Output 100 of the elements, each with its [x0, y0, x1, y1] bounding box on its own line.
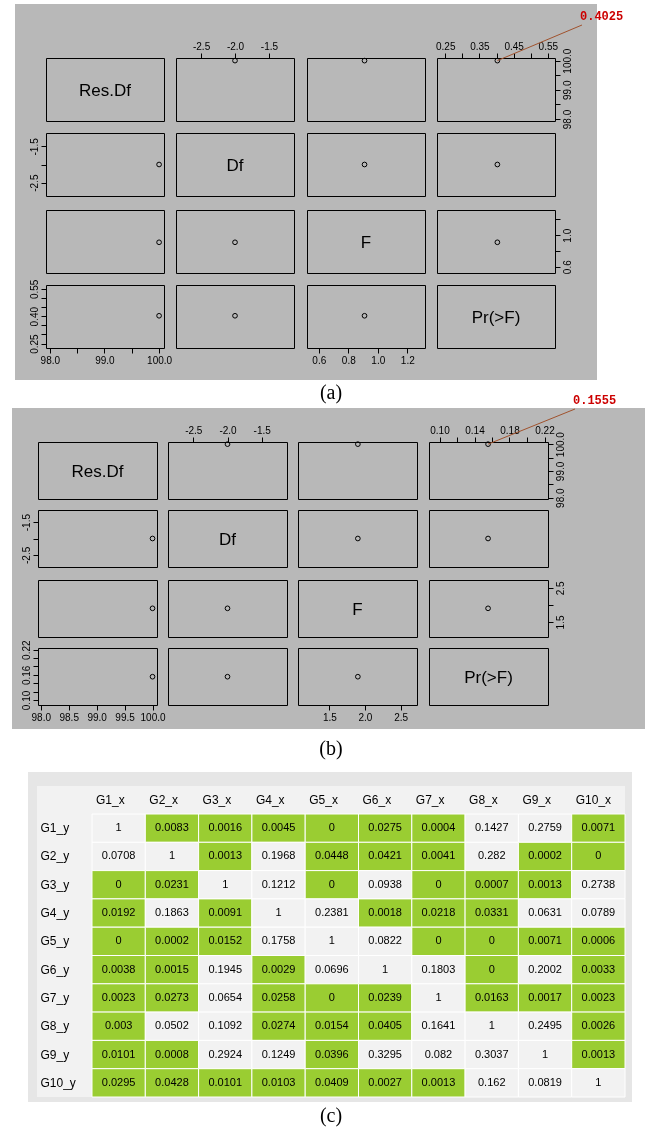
data-label: 0.0654 — [208, 990, 243, 1003]
data-label: 0.0231 — [155, 877, 189, 890]
text: Df — [219, 529, 237, 549]
data-label: 0.0163 — [474, 990, 509, 1003]
x-tick-label: 100.0 — [147, 354, 173, 366]
data-label: 0.0273 — [155, 990, 189, 1003]
data-label: 0 — [488, 934, 495, 947]
y-tick-label: 0.22 — [20, 640, 32, 660]
x-tick-label: 0.14 — [465, 424, 486, 436]
data-label: 0.0708 — [101, 849, 136, 862]
data-label: 0.0006 — [581, 934, 616, 947]
data-label: 0.2924 — [208, 1047, 243, 1060]
x-tick-label: 0.10 — [430, 424, 451, 436]
data-label: 0.0396 — [315, 1047, 349, 1060]
data-label: 0.0448 — [315, 849, 349, 862]
data-label: 0.0045 — [261, 821, 296, 834]
data-label: 0.1092 — [208, 1019, 243, 1032]
data-label: 0.0819 — [528, 1075, 562, 1088]
text: (c) — [318, 1104, 344, 1127]
x-tick-label: 99.0 — [95, 354, 116, 366]
data-label: 0.0696 — [315, 962, 349, 975]
data-label: 0.0029 — [261, 962, 296, 975]
y-tick-label: 1.0 — [561, 228, 573, 243]
data-label: 0.0071 — [581, 821, 616, 834]
data-label: 1 — [435, 990, 442, 1003]
data-label: 0.0258 — [261, 990, 296, 1003]
y-tick-label: G3_y — [40, 877, 70, 892]
x-tick-label: 0.6 — [312, 354, 327, 366]
y-tick-label: 99.0 — [561, 80, 573, 101]
data-label: 0 — [328, 990, 335, 1003]
data-label: 0.1249 — [261, 1047, 296, 1060]
y-tick-label: G6_y — [40, 962, 70, 977]
data-label: 0 — [328, 821, 335, 834]
x-tick-label: 1.5 — [322, 711, 338, 723]
y-tick-label: 1.5 — [554, 615, 566, 630]
x-tick-label: G7_x — [415, 792, 445, 807]
x-tick-label: -1.5 — [260, 40, 279, 52]
y-tick-label: G5_y — [40, 934, 70, 949]
x-tick-label: G10_x — [575, 792, 612, 807]
text: Pr(>F) — [464, 667, 513, 687]
data-label: 0.0101 — [208, 1075, 243, 1088]
data-label: 0.0218 — [421, 906, 456, 919]
data-label: 0 — [435, 934, 442, 947]
data-label: 0.0631 — [528, 906, 562, 919]
y-tick-label: G2_y — [40, 849, 70, 864]
data-label: 1 — [275, 906, 282, 919]
data-label: 0.0007 — [474, 877, 509, 890]
data-label: 0.0091 — [208, 906, 243, 919]
data-label: 0 — [115, 877, 122, 890]
data-label: 0.1803 — [421, 962, 456, 975]
x-tick-label: -2.5 — [185, 424, 203, 436]
y-tick-label: 98.0 — [554, 487, 566, 508]
data-label: 0.0239 — [368, 990, 402, 1003]
data-label: 0.0038 — [101, 962, 136, 975]
data-label: 0.0015 — [155, 962, 189, 975]
data-label: 0.3037 — [474, 1047, 509, 1060]
data-label: 0.0409 — [315, 1075, 349, 1088]
y-tick-label: G1_y — [40, 821, 70, 836]
text: (b) — [318, 737, 344, 760]
x-tick-label: 100.0 — [140, 711, 166, 723]
data-label: 0 — [328, 877, 335, 890]
y-tick-label: G10_y — [40, 1075, 76, 1090]
y-tick-label: G4_y — [40, 906, 70, 921]
data-label: 0.0002 — [528, 849, 562, 862]
data-label: 0.282 — [477, 849, 506, 862]
data-label: 1 — [328, 934, 335, 947]
x-tick-label: 99.5 — [115, 711, 136, 723]
data-label: 0.0018 — [368, 906, 402, 919]
y-tick-label: G9_y — [40, 1047, 70, 1062]
data-label: 0.0016 — [208, 821, 243, 834]
data-label: 0 — [115, 934, 122, 947]
data-label: 1 — [488, 1019, 495, 1032]
x-tick-label: 0.25 — [435, 40, 456, 52]
data-label: 0.0013 — [528, 877, 562, 890]
data-label: 0.0101 — [101, 1047, 136, 1060]
data-label: 0.0428 — [155, 1075, 189, 1088]
x-tick-label: 0.45 — [504, 40, 525, 52]
x-tick-label: 0.18 — [500, 424, 521, 436]
data-label: 0.2738 — [581, 877, 616, 890]
data-label: 0.0002 — [155, 934, 189, 947]
data-label: 0.0017 — [528, 990, 562, 1003]
data-label: 0.1968 — [261, 849, 296, 862]
x-tick-label: 0.8 — [341, 354, 357, 366]
y-tick-label: 99.0 — [554, 461, 566, 482]
data-label: 0.2759 — [528, 821, 562, 834]
data-label: 1 — [222, 877, 229, 890]
data-label: 0.1641 — [421, 1019, 456, 1032]
text: F — [360, 232, 372, 252]
data-label: 0 — [435, 877, 442, 890]
x-tick-label: 1.0 — [371, 354, 386, 366]
data-label: 0.0013 — [581, 1047, 616, 1060]
data-label: 0.0004 — [421, 821, 456, 834]
data-label: 0.0331 — [474, 906, 509, 919]
data-label: 0.0013 — [208, 849, 243, 862]
data-label: 0.0405 — [368, 1019, 402, 1032]
data-label: 0.0275 — [368, 821, 402, 834]
data-label: 0.0008 — [155, 1047, 189, 1060]
annotation: 0.1555 — [573, 394, 617, 408]
x-tick-label: -2.5 — [192, 40, 211, 52]
data-label: 0.0041 — [421, 849, 456, 862]
